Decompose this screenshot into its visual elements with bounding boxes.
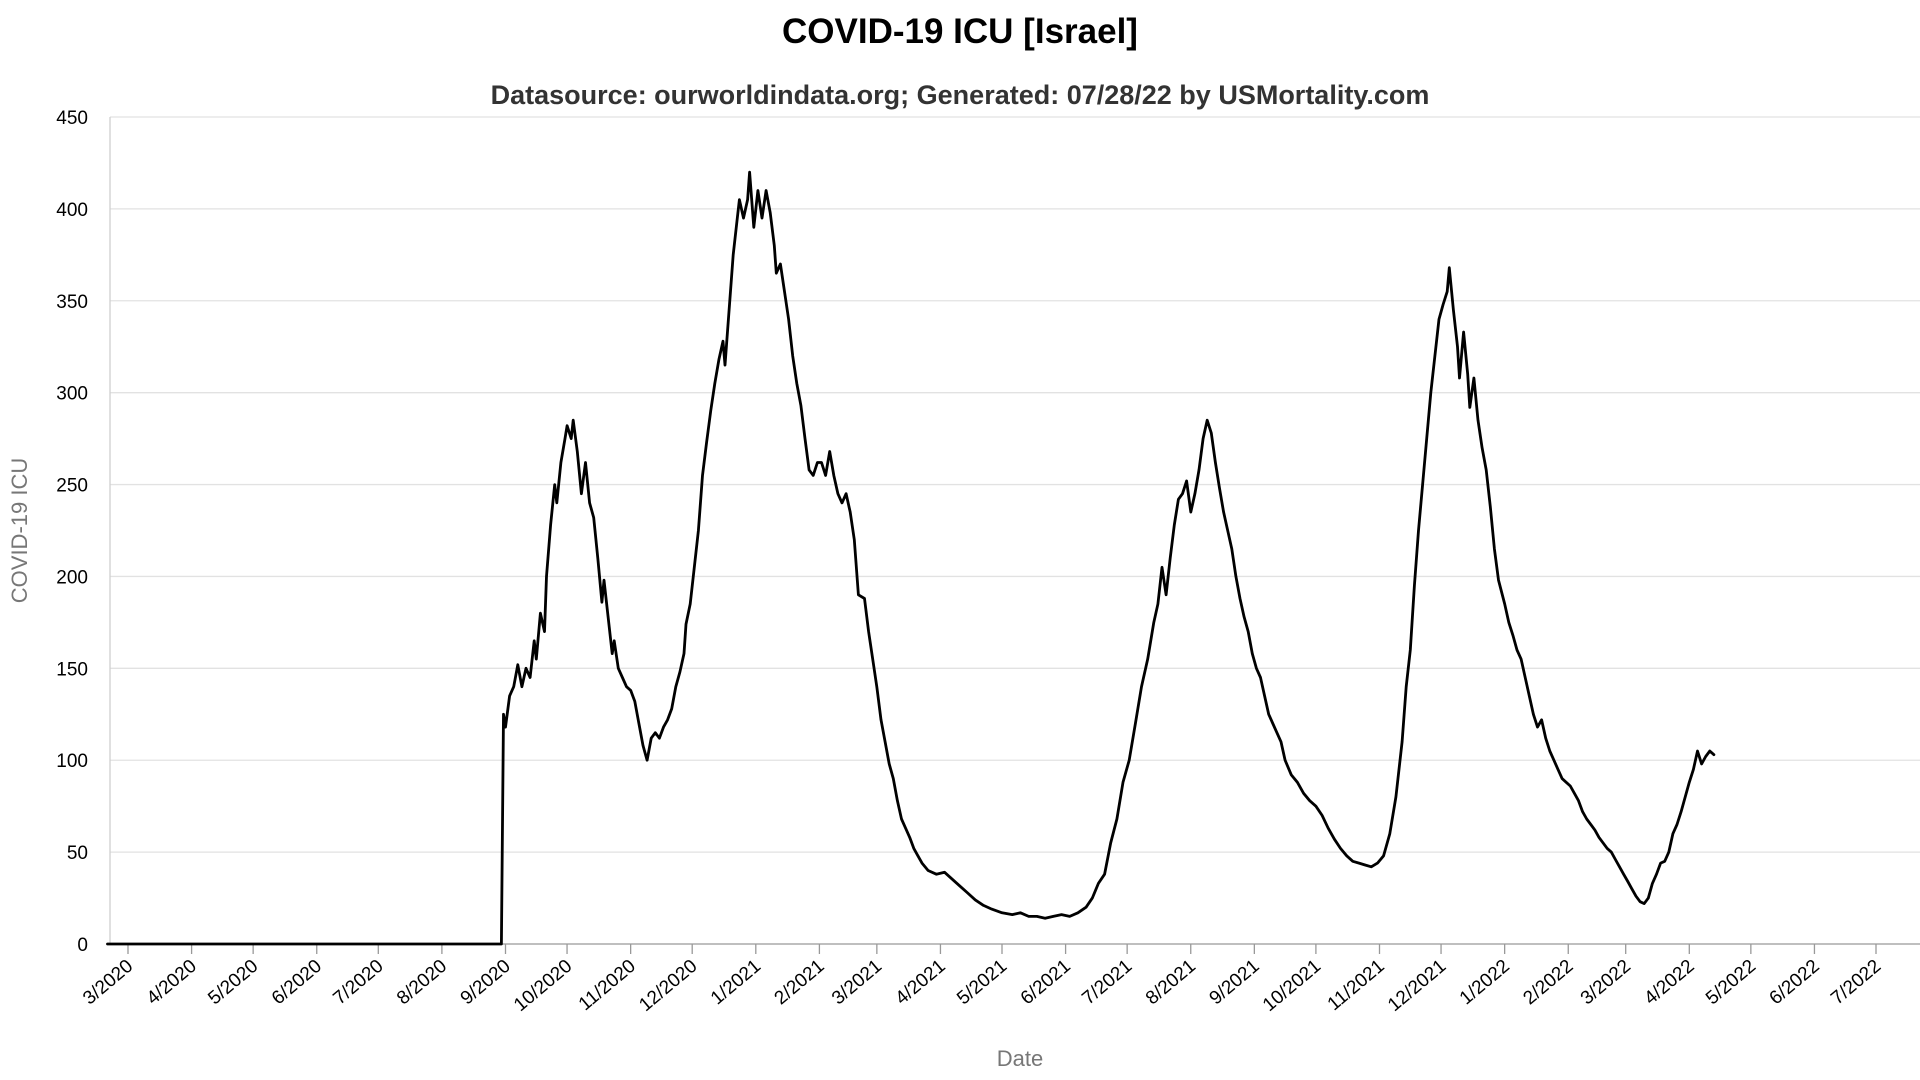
x-tick-label: 4/2021	[892, 956, 950, 1009]
x-tick-label: 1/2021	[707, 956, 765, 1009]
x-axis-title: Date	[997, 1046, 1043, 1071]
series	[106, 170, 1716, 946]
x-tick-label: 3/2021	[828, 956, 886, 1009]
y-tick-label: 350	[56, 292, 88, 313]
x-tick-label: 6/2021	[1017, 956, 1075, 1009]
y-tick-label: 100	[56, 751, 88, 772]
x-tick-label: 3/2020	[79, 956, 137, 1009]
y-tick-label: 50	[67, 843, 88, 864]
x-tick-label: 7/2021	[1078, 956, 1136, 1009]
x-tick-label: 12/2020	[635, 956, 701, 1016]
series-line	[106, 170, 1716, 946]
x-tick-label: 3/2022	[1577, 956, 1635, 1009]
x-tick-label: 10/2021	[1259, 956, 1325, 1016]
x-tick-label: 12/2021	[1384, 956, 1450, 1016]
chart-title: COVID-19 ICU [Israel]	[782, 12, 1138, 51]
x-tick-label: 6/2022	[1766, 956, 1824, 1009]
y-tick-label: 150	[56, 659, 88, 680]
x-tick-label: 9/2021	[1206, 956, 1264, 1009]
x-tick-label: 10/2020	[510, 956, 576, 1016]
x-tick-label: 5/2020	[204, 956, 262, 1009]
x-tick-label: 8/2021	[1142, 956, 1200, 1009]
y-tick-label: 200	[56, 567, 88, 588]
x-tick-label: 8/2020	[393, 956, 451, 1009]
y-tick-label: 400	[56, 200, 88, 221]
x-tick-label: 9/2020	[457, 956, 515, 1009]
x-tick-label: 5/2022	[1702, 956, 1760, 1009]
y-axis-title: COVID-19 ICU	[7, 458, 32, 603]
y-tick-label: 0	[77, 935, 88, 956]
x-tick-label: 4/2020	[143, 956, 201, 1009]
x-tick-label: 1/2022	[1456, 956, 1514, 1009]
x-tick-label: 2/2021	[771, 956, 829, 1009]
axes	[109, 117, 1920, 954]
y-tick-label: 250	[56, 476, 88, 497]
y-tick-labels: 0 50 100 150 200 250 300 350 400 450	[56, 108, 88, 956]
x-tick-label: 2/2022	[1519, 956, 1577, 1009]
x-tick-label: 11/2021	[1324, 956, 1389, 1015]
x-tick-label: 7/2020	[329, 956, 387, 1009]
grid-lines	[110, 116, 1920, 853]
chart-subtitle: Datasource: ourworldindata.org; Generate…	[490, 80, 1430, 110]
x-tick-label: 5/2021	[953, 956, 1011, 1009]
x-tick-label: 6/2020	[268, 956, 326, 1009]
y-tick-label: 450	[56, 108, 88, 129]
x-tick-label: 7/2022	[1827, 956, 1885, 1009]
y-tick-label: 300	[56, 384, 88, 405]
x-tick-label: 4/2022	[1640, 956, 1698, 1009]
x-tick-label: 11/2020	[575, 956, 640, 1015]
x-tick-labels: 3/2020 4/2020 5/2020 6/2020 7/2020 8/2020 9/20…	[79, 956, 1885, 1016]
